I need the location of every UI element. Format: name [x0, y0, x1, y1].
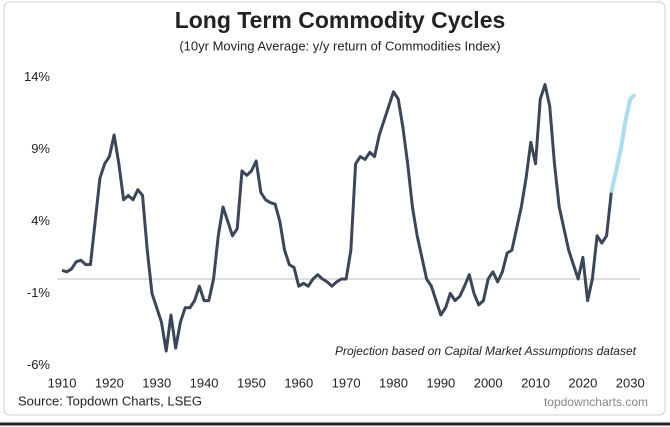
- x-tick-label: 1950: [237, 375, 266, 390]
- x-tick-label: 1930: [142, 375, 171, 390]
- x-tick-label: 2020: [568, 375, 597, 390]
- frame: [3, 1, 666, 416]
- series-line: [61, 83, 613, 353]
- x-tick-label: 2010: [521, 375, 550, 390]
- x-tick-label: 1970: [332, 375, 361, 390]
- chart-subtitle: (10yr Moving Average: y/y return of Comm…: [179, 38, 500, 53]
- x-tick-label: 1940: [190, 375, 219, 390]
- y-tick-label: -6%: [27, 357, 51, 372]
- source: Source: Topdown Charts, LSEG: [18, 393, 202, 408]
- y-tick-label: -1%: [27, 285, 51, 300]
- watermark: topdowncharts.com: [544, 395, 648, 409]
- chart-title: Long Term Commodity Cycles: [175, 7, 506, 33]
- x-tick-label: 2000: [474, 375, 503, 390]
- x-tick-label: 2030: [616, 375, 645, 390]
- x-tick-label: 1910: [48, 375, 77, 390]
- y-tick-label: 4%: [31, 213, 50, 228]
- x-tick-label: 1990: [426, 375, 455, 390]
- series-line: [609, 93, 636, 193]
- x-tick-label: 1920: [95, 375, 124, 390]
- annotation: Projection based on Capital Market Assum…: [335, 344, 637, 358]
- x-tick-label: 1980: [379, 375, 408, 390]
- x-tick-label: 1960: [284, 375, 313, 390]
- y-tick-label: 9%: [31, 141, 50, 156]
- y-tick-label: 14%: [24, 69, 50, 84]
